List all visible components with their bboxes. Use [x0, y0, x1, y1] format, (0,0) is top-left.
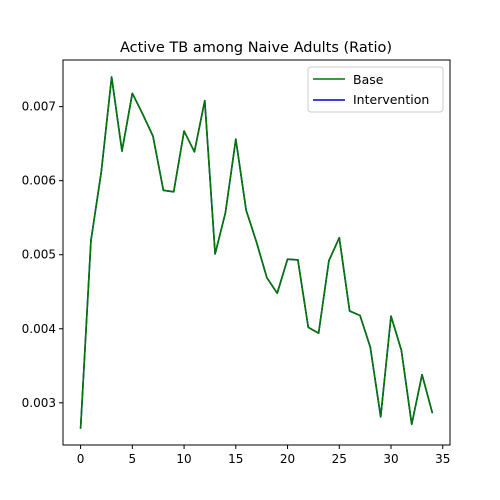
x-tick-label: 35 — [435, 452, 450, 466]
legend: Base Intervention — [307, 66, 444, 113]
x-tick-label: 0 — [77, 452, 85, 466]
series-line-intervention — [79, 76, 434, 429]
y-tick-label: 0.007 — [22, 100, 56, 114]
x-tick-label: 20 — [280, 452, 295, 466]
legend-label-base: Base — [353, 72, 384, 87]
y-tick-label: 0.004 — [22, 322, 56, 336]
y-tick-label: 0.003 — [22, 396, 56, 410]
series-line-base — [79, 76, 434, 429]
x-tick-label: 15 — [228, 452, 243, 466]
x-tick-label: 10 — [176, 452, 191, 466]
x-tick-label: 30 — [383, 452, 398, 466]
chart-title: Active TB among Naive Adults (Ratio) — [120, 40, 392, 56]
series-group — [79, 76, 434, 429]
legend-label-intervention: Intervention — [353, 92, 429, 107]
x-tick-label: 25 — [332, 452, 347, 466]
y-tick-label: 0.006 — [22, 174, 56, 188]
y-axis-ticks: 0.003 0.004 0.005 0.006 0.007 — [22, 100, 63, 410]
x-axis-ticks: 0 5 10 15 20 25 30 35 — [77, 445, 450, 466]
y-tick-label: 0.005 — [22, 248, 56, 262]
plot-frame — [62, 59, 451, 446]
x-tick-label: 5 — [129, 452, 137, 466]
